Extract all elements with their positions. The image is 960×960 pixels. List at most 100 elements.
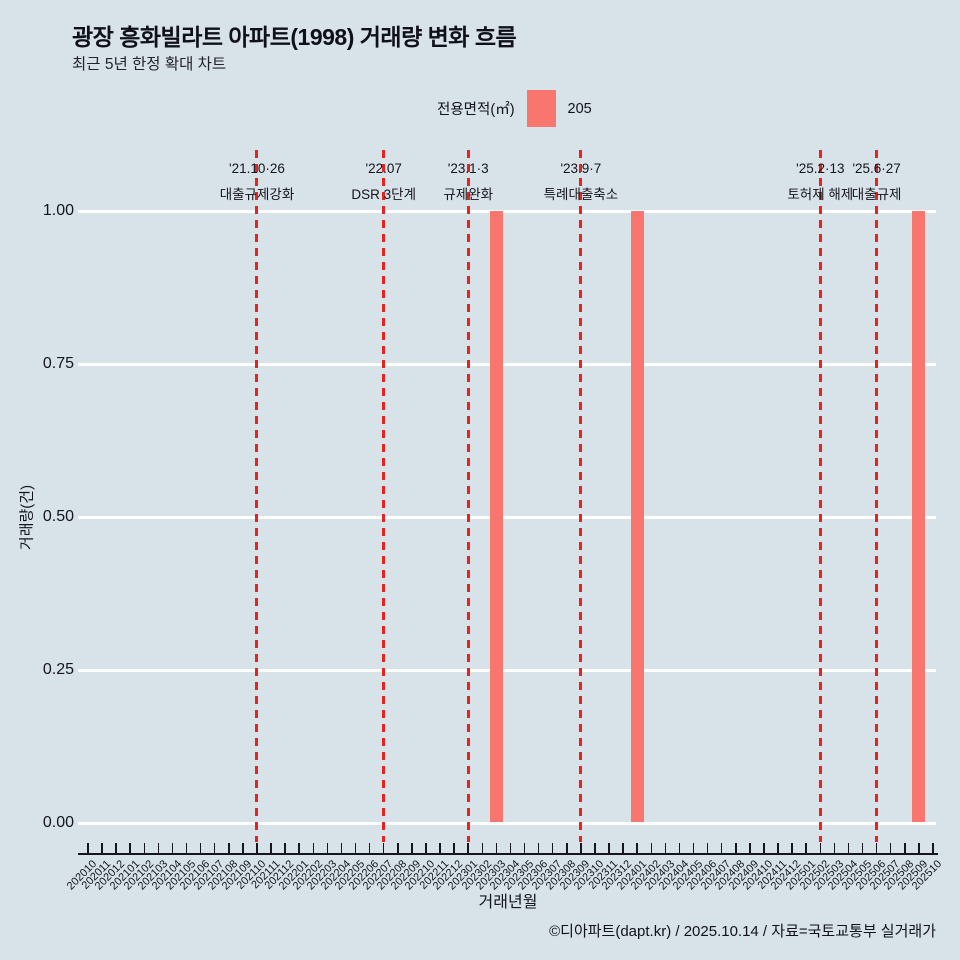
event-date: '23.1·3: [447, 161, 489, 176]
y-tick-label: 0.00: [42, 814, 74, 831]
x-tick: [157, 843, 160, 854]
x-tick: [270, 843, 272, 854]
x-tick: [523, 843, 526, 854]
bar-202509: [912, 211, 926, 822]
x-tick: [298, 843, 300, 854]
event-label: 토허제 해제: [787, 187, 854, 202]
x-tick: [242, 843, 244, 854]
x-tick: [678, 843, 681, 854]
bar-202401: [630, 211, 644, 822]
x-tick: [143, 843, 146, 854]
event-label: 특례대출축소: [543, 187, 619, 202]
x-tick: [368, 843, 371, 854]
x-tick: [889, 843, 892, 854]
y-tick-label: 0.50: [42, 508, 74, 525]
x-tick: [875, 843, 878, 854]
x-tick: [312, 843, 315, 854]
x-tick: [847, 843, 850, 854]
x-tick: [636, 843, 638, 854]
x-tick: [735, 843, 737, 854]
gridline: [78, 821, 936, 825]
gridline: [78, 515, 936, 519]
x-tick: [256, 843, 258, 854]
x-tick: [819, 843, 822, 854]
x-tick: [467, 843, 469, 854]
event-line-202502: [818, 150, 822, 842]
legend: 전용면적(㎡) 205: [437, 90, 592, 127]
gridline: [78, 362, 936, 366]
x-tick: [439, 843, 441, 854]
x-tick: [185, 843, 188, 854]
x-tick: [199, 843, 202, 854]
x-tick: [326, 843, 329, 854]
event-label: 규제완화: [443, 187, 494, 202]
gridline: [78, 209, 936, 213]
x-tick: [453, 843, 455, 854]
x-tick: [382, 843, 385, 854]
x-tick: [101, 843, 103, 854]
bar-202303: [489, 211, 503, 822]
event-date: '22.07: [365, 161, 402, 176]
y-axis-title: 거래량(건): [18, 484, 36, 551]
x-tick: [171, 843, 174, 854]
legend-label: 전용면적(㎡): [437, 102, 515, 118]
y-tick-label: 0.75: [42, 355, 74, 372]
x-tick: [763, 843, 765, 854]
x-tick: [918, 843, 920, 854]
x-tick: [495, 843, 498, 854]
x-tick: [777, 843, 779, 854]
x-tick: [115, 843, 117, 854]
x-tick: [594, 843, 596, 854]
event-date: '21.10·26: [229, 161, 285, 176]
x-tick: [791, 843, 793, 854]
x-tick: [87, 843, 89, 854]
event-label: 대출규제: [851, 187, 902, 202]
event-line-202207: [382, 150, 386, 842]
x-tick: [608, 843, 610, 854]
x-tick: [509, 843, 512, 854]
event-date: '25.2·13: [796, 161, 845, 176]
event-label: DSR 3단계: [351, 187, 417, 202]
x-tick: [340, 843, 343, 854]
x-axis-line: [78, 853, 938, 855]
x-tick: [805, 843, 807, 854]
x-tick: [932, 843, 934, 854]
event-date: '25.6·27: [852, 161, 901, 176]
x-tick: [664, 843, 667, 854]
x-tick: [580, 843, 582, 854]
event-label: 대출규제강화: [219, 187, 295, 202]
x-tick: [551, 843, 554, 854]
page-title: 광장 흥화빌라트 아파트(1998) 거래량 변화 흐름: [72, 24, 517, 50]
event-date: '23.9·7: [560, 161, 602, 176]
event-line-202301: [466, 150, 470, 842]
x-tick: [566, 843, 568, 854]
x-tick: [720, 843, 723, 854]
x-tick: [397, 843, 399, 854]
x-tick: [354, 843, 357, 854]
event-line-202506: [875, 150, 879, 842]
x-tick: [650, 843, 653, 854]
y-tick-label: 0.25: [42, 661, 74, 678]
page-subtitle: 최근 5년 한정 확대 차트: [72, 56, 227, 73]
event-line-202309: [579, 150, 583, 842]
x-tick: [425, 843, 427, 854]
legend-swatch: [526, 90, 556, 127]
x-axis-title: 거래년월: [478, 894, 538, 911]
x-tick: [861, 843, 864, 854]
x-tick: [481, 843, 484, 854]
x-tick: [537, 843, 540, 854]
x-tick: [284, 843, 286, 854]
x-tick: [706, 843, 709, 854]
gridline: [78, 668, 936, 672]
x-tick: [749, 843, 751, 854]
event-line-202110: [255, 150, 259, 842]
legend-value: 205: [567, 100, 592, 117]
x-tick: [692, 843, 695, 854]
credit-line: ©디아파트(dapt.kr) / 2025.10.14 / 자료=국토교통부 실…: [549, 923, 936, 940]
x-tick: [129, 843, 131, 854]
x-tick: [622, 843, 624, 854]
x-tick: [213, 843, 216, 854]
x-tick: [904, 843, 906, 854]
y-tick-label: 1.00: [42, 202, 74, 219]
